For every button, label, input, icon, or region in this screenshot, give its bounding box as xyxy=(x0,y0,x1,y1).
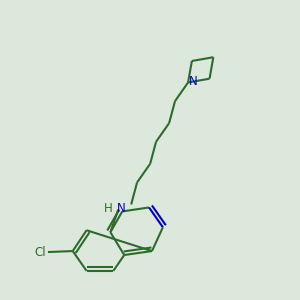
Text: Cl: Cl xyxy=(34,245,46,259)
Text: N: N xyxy=(189,75,198,88)
Text: N: N xyxy=(117,202,126,215)
Text: H: H xyxy=(103,202,112,215)
